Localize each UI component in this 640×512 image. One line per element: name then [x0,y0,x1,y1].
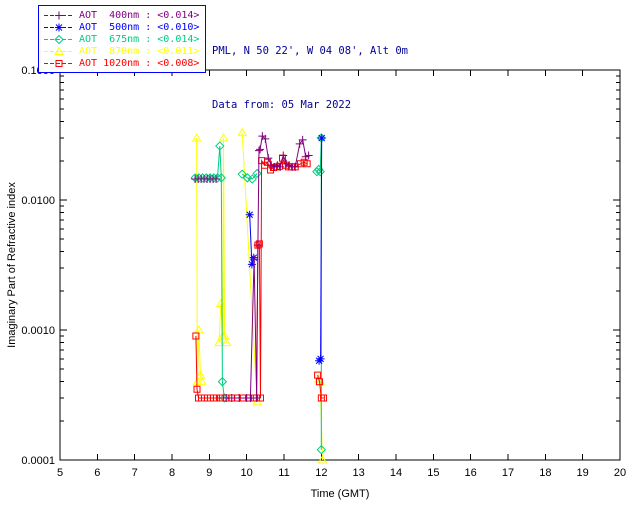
marker-diamond [197,173,208,183]
x-tick-label: 14 [390,467,402,479]
triangle-marker-icon [54,47,64,55]
marker-square [256,394,264,402]
marker-triangle [216,298,226,307]
x-tick-label: 17 [502,467,514,479]
marker-plus [264,154,273,163]
legend-line-sample [44,23,74,32]
legend-entry-400nm: AOT 400nm : <0.014> [44,10,199,21]
legend-entry-label: AOT 675nm : <0.014> [79,34,200,45]
x-tick-label: 12 [315,467,327,479]
legend-entry-label: AOT 500nm : <0.010> [79,22,200,33]
marker-square [314,371,322,379]
x-tick-label: 5 [57,467,63,479]
marker-plus [253,241,262,250]
marker-plus [295,139,304,148]
marker-asterisk [247,260,256,269]
marker-diamond [212,173,223,183]
x-tick-label: 16 [465,467,477,479]
marker-diamond [252,168,262,179]
marker-diamond [237,169,247,179]
marker-asterisk [316,354,325,363]
marker-plus [250,255,259,264]
marker-plus [256,145,265,154]
marker-diamond [316,444,327,455]
marker-plus [252,393,261,402]
marker-plus [227,393,236,402]
legend-line-sample [44,35,74,44]
marker-diamond [215,141,225,151]
marker-asterisk [245,210,254,219]
marker-square [193,385,201,393]
marker-asterisk [317,133,326,142]
marker-triangle [197,376,207,386]
marker-plus [298,135,307,144]
square-marker-icon [55,60,63,67]
marker-diamond [216,173,226,183]
x-tick-label: 18 [539,467,551,479]
axes [59,69,621,461]
marker-diamond [247,174,257,184]
y-tick-label: 0.0100 [21,195,55,207]
legend-line-sample [44,60,74,67]
marker-square [192,332,200,340]
marker-plus [304,151,313,160]
marker-triangle [195,370,206,379]
marker-diamond [217,377,228,387]
marker-diamond [315,167,325,177]
x-tick-label: 7 [132,467,138,479]
x-tick-label: 9 [206,467,212,479]
marker-triangle [191,132,202,142]
x-tick-label: 6 [94,467,100,479]
marker-triangle [221,337,232,347]
marker-triangle [317,454,328,464]
marker-square [315,378,323,386]
x-tick-label: 15 [427,467,439,479]
plus-marker-icon [55,11,63,20]
x-tick-label: 13 [353,467,365,479]
marker-triangle [214,337,224,347]
marker-plus [235,393,244,402]
marker-plus [254,146,263,155]
x-tick-label: 20 [614,467,626,479]
marker-square [254,241,262,249]
marker-triangle [218,132,229,142]
marker-plus [261,134,270,143]
marker-square [320,394,328,402]
marker-plus [276,162,285,171]
marker-diamond [312,167,322,177]
plot-header: PML, N 50 22', W 04 08', Alt 0m Data fro… [212,6,408,150]
legend-entry-1020nm: AOT 1020nm : <0.008> [44,58,199,69]
data-date: Data from: 05 Mar 2022 [212,99,352,111]
marker-plus [212,175,221,184]
series-400nm [191,132,313,402]
legend-entry-870nm: AOT 870nm : <0.011> [44,46,199,57]
legend-entry-675nm: AOT 675nm : <0.014> [44,34,199,45]
y-tick-label: 0.0010 [21,325,55,337]
x-tick-label: 8 [169,467,175,479]
asterisk-marker-icon [55,23,63,32]
diamond-marker-icon [54,35,64,44]
marker-diamond [219,393,229,403]
series-1020nm [192,154,328,402]
legend-entry-label: AOT 400nm : <0.014> [79,10,200,21]
x-tick-label: 19 [577,467,589,479]
legend-entry-500nm: AOT 500nm : <0.010> [44,22,199,33]
legend-box: AOT 400nm : <0.014> AOT 500nm : <0.010> AO… [38,5,207,73]
marker-plus [279,151,288,160]
legend-line-sample [44,47,74,55]
x-tick-label: 11 [278,467,289,479]
station-info: PML, N 50 22', W 04 08', Alt 0m [212,45,408,57]
legend-line-sample [44,11,74,20]
marker-square [303,160,311,168]
x-tick-label: 10 [241,467,253,479]
y-axis-label: Imaginary Part of Refractive index [6,182,18,348]
marker-triangle [237,127,248,137]
marker-plus [291,162,300,171]
x-axis-label: Time (GMT) [311,488,370,500]
legend-entry-label: AOT 1020nm : <0.008> [79,58,200,69]
y-tick-label: 0.0001 [21,455,55,467]
legend-entry-label: AOT 870nm : <0.011> [79,46,200,57]
